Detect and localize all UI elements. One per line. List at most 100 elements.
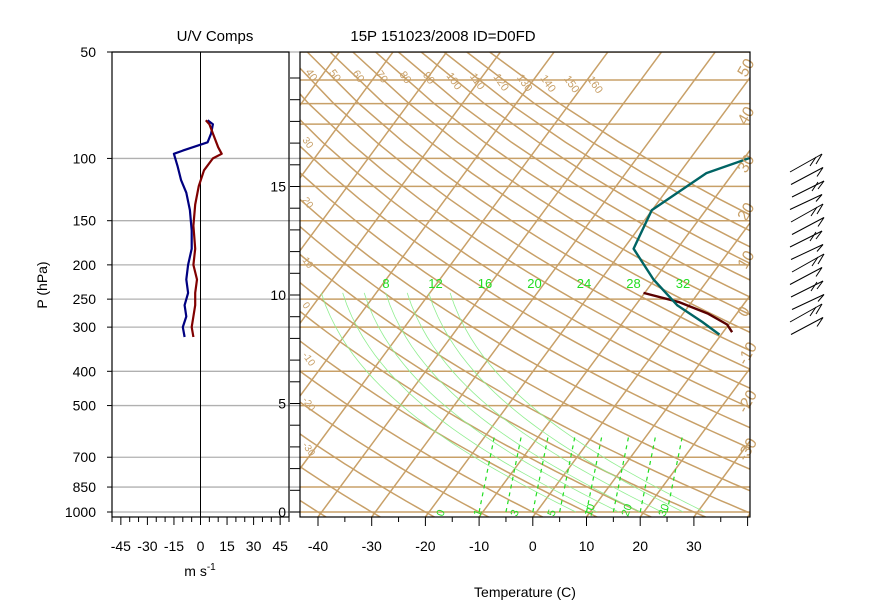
uv-series-v: [190, 119, 223, 338]
skewt-series-dewpoint: [632, 156, 750, 336]
wind-barb-flag: [815, 153, 823, 165]
dry-adiabat: [397, 52, 750, 281]
uv-x-tick-label: -30: [137, 538, 157, 554]
mixing-ratio-line: [478, 433, 496, 513]
isotherm: [585, 294, 750, 517]
skewt-mixing-ratio-labels: 8 12 16 20 24 28 32 0 1 3 5 10 20 30: [382, 276, 690, 518]
isotherm: [0, 50, 180, 517]
mixing-ratio-line: [559, 433, 577, 513]
wind-barb: [789, 153, 823, 173]
wind-barb-flag: [810, 206, 818, 217]
isotherm: [424, 76, 750, 517]
isotherm-label: 60: [350, 68, 367, 85]
bottom-green-label: 30: [657, 502, 672, 518]
isotherm-label: 70: [373, 69, 390, 86]
wind-barb: [791, 253, 825, 273]
isotherm-label: 80: [397, 69, 414, 86]
adiabat-edge-label: -20: [300, 395, 318, 414]
uv-x-tick-label: -45: [111, 538, 131, 554]
height-tick-label: 10: [270, 287, 286, 303]
adiabat-edge-label: -10: [300, 350, 318, 369]
uv-y-tick-label: 700: [73, 449, 97, 465]
wind-barb-flag: [816, 244, 824, 252]
wind-barb: [789, 303, 823, 323]
dry-adiabat: [300, 171, 750, 449]
uv-x-tick-label: 0: [197, 538, 205, 554]
mixing-ratio-line: [585, 433, 603, 513]
wind-barb-flag: [817, 217, 825, 227]
dry-adiabat: [300, 401, 491, 517]
uv-xlabel-sup: -1: [207, 562, 216, 573]
uv-y-tick-label: 400: [73, 363, 97, 379]
wind-barb: [790, 280, 824, 298]
adiabat-edge-label: 0: [300, 300, 312, 311]
uv-y-tick-labels: 50 100 150 200 250 300 400 500 700 850 1000: [65, 44, 96, 520]
moist-adiabat: [363, 292, 619, 513]
mixing-ratio-label: 20: [527, 276, 541, 291]
adiabat-edge-label: 10: [300, 255, 316, 271]
uv-y-tick-label: 250: [73, 291, 97, 307]
wind-barb-staff: [791, 253, 825, 273]
skewt-height-axis: 0 5 10 15: [270, 77, 300, 520]
wind-barb-flag: [809, 231, 817, 242]
wind-barb: [791, 217, 825, 235]
isotherm: [0, 50, 126, 517]
skewt-x-tick-label: 0: [529, 538, 537, 554]
skewt-x-tick-labels: -40 -30 -20 -10 0 10 20 30: [308, 517, 749, 554]
dry-adiabat: [300, 67, 750, 370]
skewt-x-tick-label: 10: [579, 538, 595, 554]
wind-barb-flag: [815, 230, 823, 240]
wind-barb-flag: [811, 256, 819, 267]
wind-barb-flag: [811, 181, 819, 192]
right-adiabat-label: 0: [735, 304, 754, 320]
moist-adiabat: [320, 292, 576, 513]
dry-adiabat: [306, 52, 750, 352]
wind-barb: [790, 244, 824, 260]
mixing-ratio-label: 16: [478, 276, 492, 291]
wind-barb-flag: [817, 180, 825, 190]
uv-y-tick-label: 850: [73, 479, 97, 495]
dry-adiabat: [300, 118, 750, 409]
skewt-series-temperature: [643, 291, 734, 333]
uv-y-tick-label: 1000: [65, 504, 96, 520]
skewt-x-tick-label: -20: [415, 538, 435, 554]
wind-barb: [791, 294, 825, 310]
uv-ylabel: P (hPa): [34, 261, 50, 308]
wind-barb: [790, 203, 824, 223]
mixing-ratio-label: 8: [382, 276, 389, 291]
isotherm: [317, 52, 663, 517]
dry-adiabat: [329, 52, 750, 334]
isotherm: [300, 52, 609, 470]
wind-barb: [790, 317, 824, 335]
wind-barb-flag: [817, 294, 825, 302]
uv-frame: [111, 51, 290, 518]
wind-barb-staff: [790, 280, 824, 298]
wind-barb-flag: [815, 267, 823, 277]
uv-title: U/V Comps: [177, 28, 254, 45]
uv-x-tick-label: 15: [219, 538, 235, 554]
right-adiabat-label: 50: [735, 56, 759, 80]
dry-adiabat: [300, 92, 750, 390]
wind-barb-flag: [816, 167, 824, 177]
wind-barb: [791, 180, 825, 198]
moist-adiabat: [428, 292, 684, 513]
wind-barb: [789, 230, 823, 248]
skewt-background-lines: [0, 50, 750, 517]
uv-y-tick-label: 300: [73, 319, 97, 335]
uv-y-tick-label: 50: [80, 44, 96, 60]
uv-x-tick-label: 45: [272, 538, 288, 554]
wind-barb-staff: [789, 153, 823, 173]
wind-barb-flag: [810, 281, 818, 292]
wind-barb-staff: [789, 267, 823, 285]
dry-adiabat: [300, 465, 382, 517]
isotherm: [300, 52, 394, 180]
wind-barb-flag: [809, 156, 817, 167]
uv-xlabel-main: m s: [184, 563, 207, 579]
dry-adiabat: [300, 310, 654, 517]
uv-xlabel: m s-1: [184, 562, 216, 579]
mixing-ratio-label: 32: [676, 276, 690, 291]
isotherm: [300, 52, 448, 252]
wind-barbs: [789, 153, 825, 335]
dry-adiabat: [300, 340, 599, 517]
